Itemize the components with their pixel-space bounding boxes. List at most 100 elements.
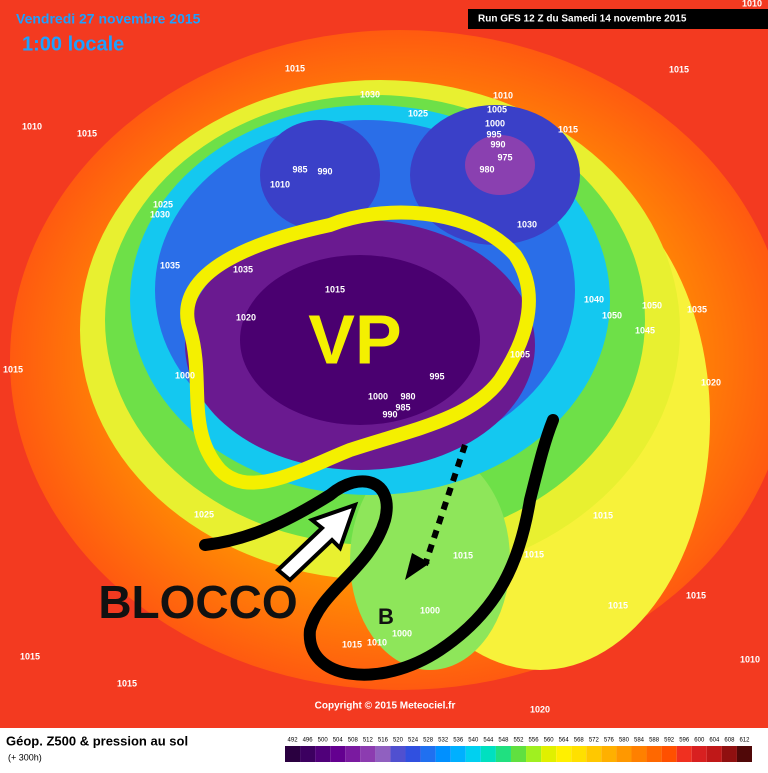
pressure-label: 1015 bbox=[686, 590, 706, 600]
block-arrow bbox=[274, 501, 359, 583]
legend-swatch bbox=[330, 746, 346, 762]
legend-swatch bbox=[586, 746, 602, 762]
legend-value: 496 bbox=[303, 738, 314, 744]
pressure-label: 1050 bbox=[642, 300, 662, 310]
pressure-label: 1010 bbox=[270, 179, 290, 189]
pressure-label: 1025 bbox=[153, 199, 173, 209]
legend-value: 608 bbox=[724, 738, 735, 744]
pressure-label: 1035 bbox=[687, 304, 707, 314]
legend-value: 572 bbox=[589, 738, 600, 744]
legend-value: 516 bbox=[378, 738, 389, 744]
legend-value: 592 bbox=[664, 738, 675, 744]
zone-low-nw bbox=[260, 120, 380, 230]
legend-swatch bbox=[526, 746, 542, 762]
legend-value: 568 bbox=[574, 738, 585, 744]
pressure-label: 1020 bbox=[236, 312, 256, 322]
pressure-label: 1015 bbox=[558, 124, 578, 134]
pressure-label: 1020 bbox=[701, 377, 721, 387]
legend-swatch bbox=[510, 746, 527, 762]
pressure-label: 1030 bbox=[517, 219, 537, 229]
legend-value: 508 bbox=[348, 738, 359, 744]
legend-swatch bbox=[285, 746, 301, 762]
pressure-label: 975 bbox=[497, 152, 512, 162]
legend-value: 504 bbox=[333, 738, 344, 744]
legend-swatch bbox=[631, 746, 647, 762]
descent-arrowhead bbox=[405, 553, 430, 580]
pressure-label: 995 bbox=[486, 129, 501, 139]
legend-swatch bbox=[736, 746, 752, 762]
pressure-label: 1040 bbox=[584, 294, 604, 304]
vortex-outline bbox=[180, 205, 536, 490]
pressure-label: 1010 bbox=[742, 0, 762, 8]
legend-swatch bbox=[616, 746, 632, 762]
legend-value: 600 bbox=[694, 738, 705, 744]
legend-value: 584 bbox=[634, 738, 645, 744]
zone-purple-core bbox=[240, 255, 480, 425]
legend-value: 580 bbox=[619, 738, 630, 744]
pressure-label: 1015 bbox=[453, 550, 473, 560]
pressure-label: 995 bbox=[429, 371, 444, 381]
pressure-label: 1000 bbox=[175, 370, 195, 380]
legend-value: 512 bbox=[363, 738, 374, 744]
legend-value: 612 bbox=[739, 738, 750, 744]
block-ridge-line bbox=[199, 414, 559, 681]
pressure-label: 1015 bbox=[593, 510, 613, 520]
pressure-label: 985 bbox=[292, 164, 307, 174]
pressure-label: 1015 bbox=[669, 64, 689, 74]
legend-value: 544 bbox=[483, 738, 494, 744]
pressure-label: 1010 bbox=[22, 121, 42, 131]
pressure-label: 1010 bbox=[740, 654, 760, 664]
pressure-label: 1000 bbox=[392, 628, 412, 638]
pressure-label: 1015 bbox=[342, 639, 362, 649]
pressure-label: 1000 bbox=[420, 605, 440, 615]
legend-swatch bbox=[601, 746, 617, 762]
legend-swatch bbox=[390, 746, 406, 762]
low-label: B bbox=[378, 604, 394, 629]
legend-swatch bbox=[405, 746, 421, 762]
pressure-label: 985 bbox=[395, 402, 410, 412]
legend-value: 520 bbox=[393, 738, 404, 744]
pressure-label: 1035 bbox=[160, 260, 180, 270]
legend-swatch bbox=[571, 746, 587, 762]
legend-swatch bbox=[435, 746, 451, 762]
pressure-label: 1030 bbox=[360, 89, 380, 99]
pressure-label: 980 bbox=[400, 391, 415, 401]
legend-swatch bbox=[661, 746, 677, 762]
legend-value: 588 bbox=[649, 738, 660, 744]
pressure-label: 1030 bbox=[150, 209, 170, 219]
footer-title: Géop. Z500 & pression au sol bbox=[6, 733, 188, 748]
legend-value: 532 bbox=[438, 738, 449, 744]
legend-value: 548 bbox=[498, 738, 509, 744]
date-label: Vendredi 27 novembre 2015 bbox=[16, 11, 201, 27]
legend-value: 524 bbox=[408, 738, 419, 744]
pressure-label: 990 bbox=[382, 409, 397, 419]
time-label: 1:00 locale bbox=[22, 33, 124, 55]
pressure-label: 1035 bbox=[233, 264, 253, 274]
pressure-label: 990 bbox=[317, 166, 332, 176]
legend-value: 560 bbox=[544, 738, 555, 744]
legend-value: 540 bbox=[468, 738, 479, 744]
legend-swatch bbox=[646, 746, 662, 762]
legend-swatch bbox=[465, 746, 481, 762]
pressure-label: 1025 bbox=[408, 108, 428, 118]
legend-value: 604 bbox=[709, 738, 720, 744]
legend-swatch bbox=[450, 746, 466, 762]
pressure-label: 1015 bbox=[524, 549, 544, 559]
pressure-label: 1015 bbox=[117, 678, 137, 688]
footer-lead: (+ 300h) bbox=[8, 752, 42, 762]
legend-swatch bbox=[375, 746, 391, 762]
pressure-label: 1010 bbox=[367, 637, 387, 647]
legend-value: 492 bbox=[288, 738, 299, 744]
pressure-label: 1015 bbox=[20, 651, 40, 661]
pressure-label: 1025 bbox=[194, 509, 214, 519]
legend-value: 556 bbox=[529, 738, 540, 744]
pressure-label: 1005 bbox=[487, 104, 507, 114]
pressure-label: 990 bbox=[490, 139, 505, 149]
legend-swatch bbox=[345, 746, 361, 762]
legend-swatch bbox=[691, 746, 707, 762]
pressure-label: 1005 bbox=[510, 349, 530, 359]
legend-swatch bbox=[706, 746, 722, 762]
legend-value: 552 bbox=[513, 738, 524, 744]
